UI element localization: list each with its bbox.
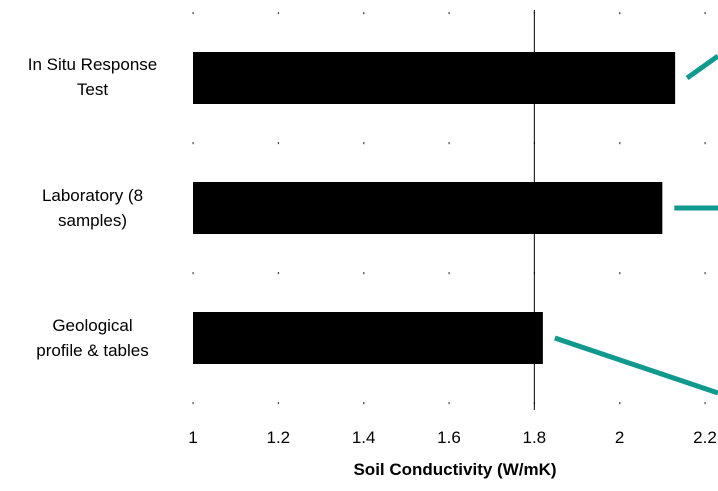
tick-mark [277, 272, 280, 275]
category-label-line: Laboratory (8 [41, 186, 144, 205]
tick-mark [363, 12, 365, 15]
tick-mark [448, 402, 450, 405]
tick-mark [363, 402, 365, 405]
category-label-line: Geological [52, 316, 133, 335]
x-tick-label: 1.8 [523, 428, 547, 447]
bar [193, 182, 663, 234]
tick-mark [619, 12, 621, 15]
x-tick-label: 1.4 [352, 428, 376, 447]
category-label-line: profile & tables [36, 341, 149, 360]
x-tick-label: 1.6 [437, 428, 461, 447]
tick-mark [192, 402, 194, 405]
x-tick-label: 1 [188, 428, 197, 447]
tick-mark [619, 402, 621, 405]
category-label-in-situ: In Situ Response Test [0, 52, 185, 102]
tick-mark [704, 402, 706, 405]
category-label-laboratory: Laboratory (8 samples) [0, 183, 185, 233]
category-label-geological: Geological profile & tables [0, 313, 185, 363]
x-tick-label: 2 [615, 428, 624, 447]
tick-mark [277, 402, 280, 405]
x-tick-label: 2.2 [693, 428, 717, 447]
tick-mark [277, 12, 280, 15]
tick-mark [363, 142, 365, 145]
tick-mark [704, 12, 706, 15]
tick-mark [363, 272, 365, 275]
tick-mark [192, 12, 194, 15]
bar [193, 52, 676, 104]
x-tick-label: 1.2 [267, 428, 291, 447]
tick-mark [704, 272, 706, 275]
category-label-line: Test [76, 80, 109, 99]
tick-mark [448, 272, 450, 275]
category-label-line: In Situ Response [27, 55, 158, 74]
tick-mark [704, 142, 706, 145]
tick-mark [277, 142, 280, 145]
bar [193, 312, 543, 364]
tick-mark [192, 142, 194, 145]
tick-mark [448, 12, 450, 15]
x-axis-title: Soil Conductivity (W/mK) [353, 460, 557, 479]
callout-line [554, 335, 718, 396]
tick-mark [619, 142, 621, 145]
tick-mark [192, 272, 194, 275]
category-label-line: samples) [58, 211, 127, 230]
callout-line [685, 53, 718, 81]
tick-mark [619, 272, 621, 275]
tick-mark [448, 142, 450, 145]
